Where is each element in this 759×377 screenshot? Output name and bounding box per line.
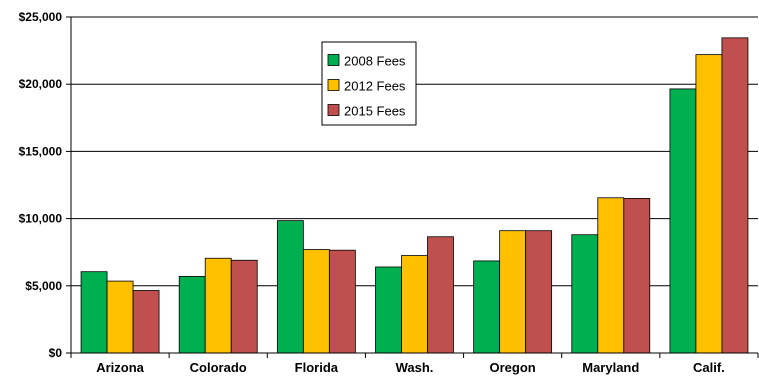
bar-2008-fees-colorado [178,275,206,354]
bar-2008-fees-maryland [571,234,599,354]
bar-2012-fees-florida [302,249,330,354]
legend-swatch [327,79,340,91]
x-tick-label: Wash. [396,360,434,375]
y-tick-label: $15,000 [19,144,63,158]
bars [80,37,749,354]
y-tick-label: $0 [49,346,63,360]
x-tick-label: Colorado [190,360,247,375]
y-tick-label: $20,000 [19,77,63,91]
x-tick-label: Maryland [582,360,639,375]
y-tick-label: $25,000 [19,10,63,24]
bar-2012-fees-colorado [204,257,232,354]
legend-swatch [327,54,340,66]
bar-2008-fees-arizona [80,271,108,354]
bar-2015-fees-colorado [230,259,258,354]
legend-label: 2008 Fees [344,54,406,69]
x-axis-ticks: Arizona Colorado Florida Wash. Oregon Marylan… [70,353,759,375]
bar-2015-fees-maryland [623,198,651,354]
bar-2008-fees-oregon [473,260,501,354]
bar-2012-fees-calif [695,54,723,354]
bar-2015-fees-florida [328,249,356,354]
x-tick-label: Arizona [96,360,144,375]
y-axis-ticks: $0 $5,000 $10,000 $15,000 $20,000 $25,000 [19,10,71,360]
legend-swatch [327,104,340,116]
legend: 2008 Fees 2012 Fees 2015 Fees [321,41,417,126]
y-tick-label: $5,000 [25,279,62,293]
bar-2015-fees-wash [427,236,454,354]
y-tick-label: $10,000 [19,212,63,226]
x-tick-label: Florida [295,360,339,375]
bar-2015-fees-oregon [525,230,553,354]
bar-2008-fees-wash [375,266,402,354]
axes [70,17,758,354]
bar-2012-fees-wash [401,255,428,354]
bar-2015-fees-arizona [132,290,160,354]
bar-2012-fees-oregon [499,230,527,354]
legend-label: 2015 Fees [344,104,406,119]
bar-2008-fees-calif [669,88,697,354]
x-tick-label: Calif. [693,360,725,375]
bar-2015-fees-calif [721,37,749,354]
legend-label: 2012 Fees [344,79,406,94]
bar-2008-fees-florida [276,220,304,354]
bar-2012-fees-maryland [597,197,625,354]
bar-2012-fees-arizona [106,280,134,354]
x-tick-label: Oregon [490,360,536,375]
